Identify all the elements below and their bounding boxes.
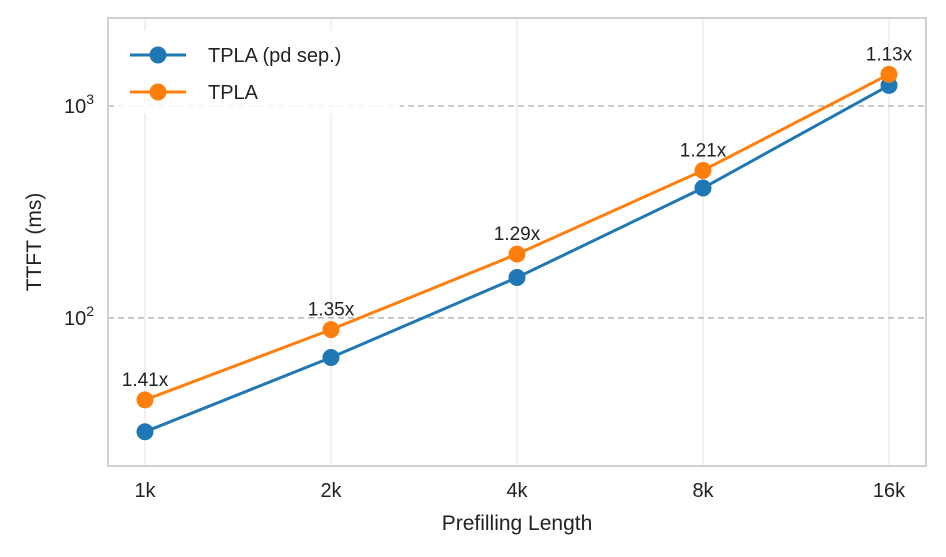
x-tick-label: 2k (320, 480, 342, 502)
legend-label: TPLA (208, 82, 259, 104)
legend: TPLA (pd sep.) TPLA (118, 30, 400, 114)
data-point-tpla-pd-sep (508, 269, 526, 287)
x-tick-label: 16k (873, 480, 906, 502)
y-tick-label: 102 (64, 303, 94, 330)
speedup-label: 1.13x (866, 44, 913, 65)
legend-box (118, 30, 400, 114)
annotation-layer: 1.41x 1.35x 1.29x 1.21x 1.13x (122, 44, 913, 391)
speedup-label: 1.41x (122, 370, 169, 391)
data-point-tpla (136, 391, 154, 409)
y-axis-title: TTFT (ms) (23, 193, 46, 292)
x-tick-label: 8k (692, 480, 714, 502)
speedup-label: 1.35x (308, 300, 355, 321)
series-layer (136, 65, 898, 441)
legend-marker (149, 46, 167, 64)
data-point-tpla (322, 321, 340, 339)
x-tick-label: 4k (506, 480, 528, 502)
legend-marker (149, 83, 167, 101)
data-point-tpla (880, 65, 898, 83)
data-point-tpla (508, 245, 526, 263)
data-point-tpla (694, 161, 712, 179)
legend-label: TPLA (pd sep.) (208, 45, 341, 67)
data-point-tpla-pd-sep (136, 423, 154, 441)
tick-layer: 1k 2k 4k 8k 16k 102 103 (64, 91, 906, 502)
x-axis-title: Prefilling Length (442, 512, 593, 535)
x-tick-label: 1k (134, 480, 156, 502)
y-tick-label: 103 (64, 91, 94, 118)
speedup-label: 1.21x (680, 140, 727, 161)
speedup-label: 1.29x (494, 224, 541, 245)
plot-frame (107, 17, 927, 467)
data-point-tpla-pd-sep (694, 179, 712, 197)
data-point-tpla-pd-sep (322, 349, 340, 367)
